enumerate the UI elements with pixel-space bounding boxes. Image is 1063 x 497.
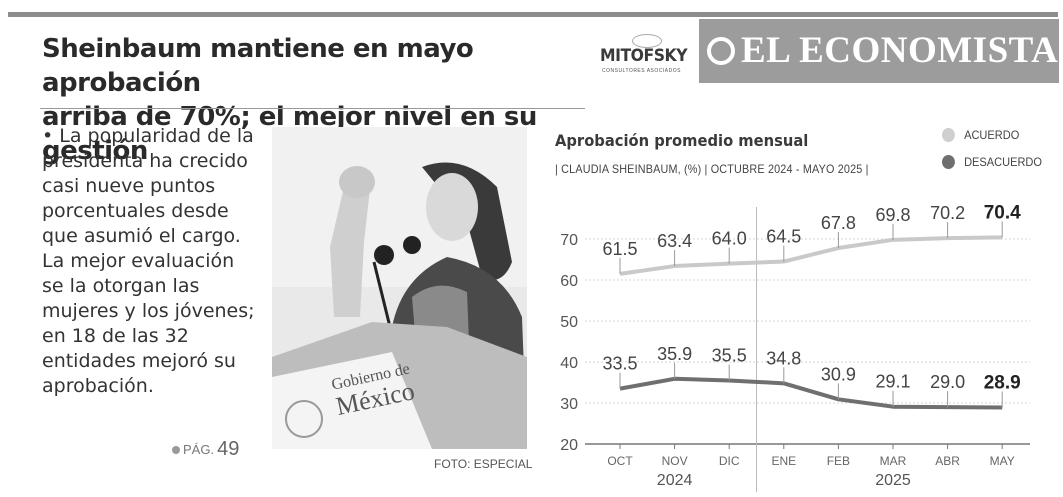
data-label: 70.2 [930,203,965,223]
series-line [619,235,1003,276]
mitofsky-wordmark: MITOFSKY [600,46,688,66]
data-label: 64.5 [766,227,801,247]
headline-divider [40,108,585,109]
chart-title: Aprobación promedio mensual [555,131,809,150]
mitofsky-swirl-icon [632,34,662,48]
y-tick-label: 40 [560,355,578,372]
x-tick-label: OCT [607,454,633,468]
face-shape [426,173,478,241]
legend-acuerdo-label: ACUERDO [964,128,1020,142]
x-tick-label: DIC [719,454,740,468]
data-label: 30.9 [821,364,856,384]
photo-illustration [272,127,527,449]
x-tick-label: MAR [880,454,907,468]
data-label: 70.4 [984,202,1021,223]
x-tick-label: NOV [662,454,688,468]
raised-arm-shape [330,187,370,317]
y-tick-label: 20 [560,437,578,454]
bullet-icon [172,445,180,454]
series-line [619,376,1003,410]
article-body: • La popularidad de la presidenta ha cre… [42,125,255,397]
economista-wordmark: EL ECONOMISTA [741,30,1059,71]
headline-line-1: Sheinbaum mantiene en mayo aprobación [42,34,474,98]
legend-desacuerdo-label: DESACUERDO [964,155,1042,169]
mitofsky-logo: MITOFSKY CONSULTORES ASOCIADOS [600,34,696,80]
data-label: 35.9 [657,344,692,364]
legend-acuerdo: ACUERDO [942,128,1019,142]
data-label: 35.5 [712,345,747,365]
fist-shape [339,166,375,198]
data-label: 63.4 [657,231,692,251]
data-label: 69.8 [875,205,910,225]
data-label: 33.5 [602,354,637,374]
page-ref-number: 49 [217,438,240,460]
el-economista-logo: EL ECONOMISTA [699,19,1059,83]
photo-credit: FOTO: ESPECIAL [434,457,533,471]
data-label: 61.5 [602,239,637,259]
data-label: 34.8 [766,348,801,368]
chart-subtitle: | CLAUDIA SHEINBAUM, (%) | OCTUBRE 2024 … [555,162,869,176]
x-tick-label: ENE [771,454,796,468]
economista-e-icon [707,36,735,65]
data-label: 64.0 [712,229,747,249]
y-tick-label: 50 [560,314,578,331]
seal-icon [285,400,323,438]
data-label: 29.0 [930,372,965,392]
data-label: 67.8 [821,213,856,233]
legend-acuerdo-dot [942,128,955,142]
page-ref-prefix: PÁG. [183,442,215,457]
x-tick-label: MAY [990,454,1015,468]
microphone-left-icon [374,245,394,265]
data-label: 28.9 [984,373,1021,394]
data-label: 29.1 [875,372,910,392]
y-tick-label: 30 [560,396,578,413]
year-label: 2025 [875,472,911,489]
top-rule [8,12,1058,17]
legend-desacuerdo: DESACUERDO [942,155,1042,169]
podium-front [272,352,432,449]
page-reference[interactable]: PÁG. 49 [172,438,239,461]
mitofsky-tagline: CONSULTORES ASOCIADOS [602,68,681,74]
mic-stand-left [372,261,392,328]
microphone-right-icon [403,236,421,254]
legend-desacuerdo-dot [942,155,955,169]
x-tick-label: FEB [827,454,850,468]
x-tick-label: ABR [935,454,960,468]
year-label: 2024 [657,472,693,489]
y-tick-label: 60 [560,273,578,290]
news-photo: Gobierno de México [272,127,527,449]
y-tick-label: 70 [560,232,578,249]
